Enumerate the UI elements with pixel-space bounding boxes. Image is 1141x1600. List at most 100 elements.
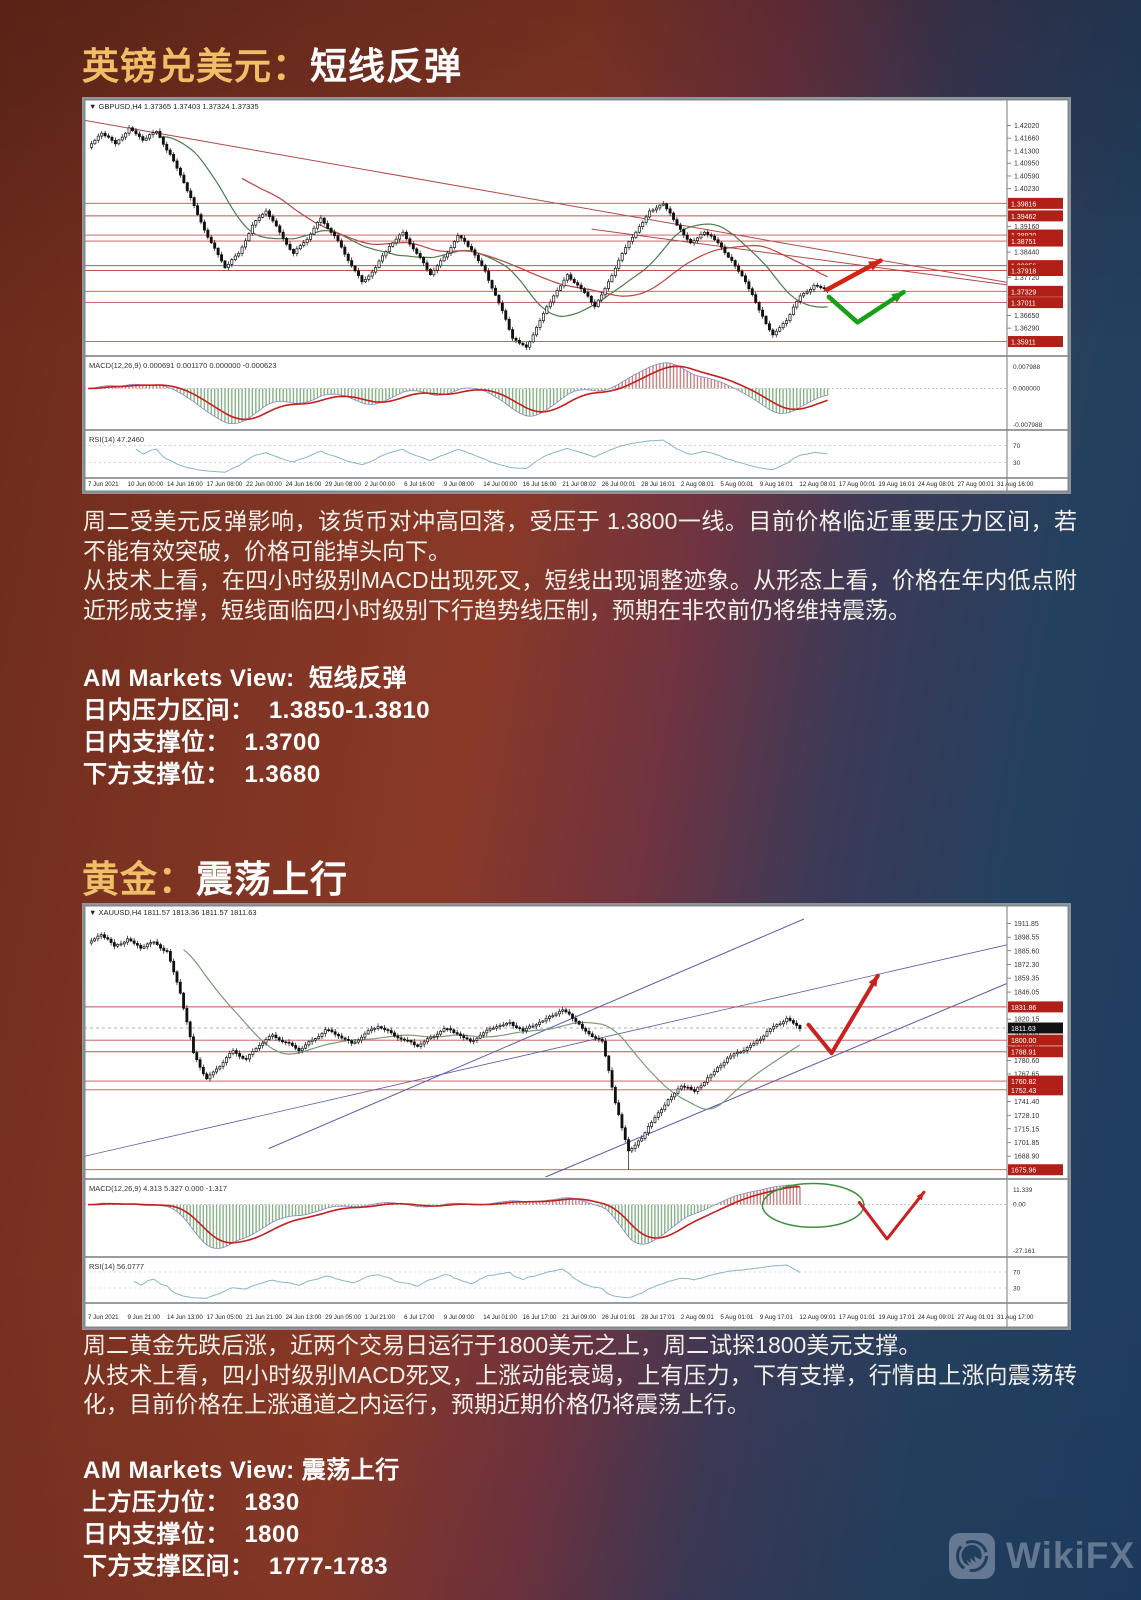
svg-text:0.00: 0.00 <box>1013 1202 1026 1209</box>
gold-lower-support-zone: 下方支撑区间： 1777-1783 <box>83 1553 389 1580</box>
svg-text:16 Jul 17:00: 16 Jul 17:00 <box>523 1314 557 1321</box>
svg-text:31 Aug 17:00: 31 Aug 17:00 <box>997 1314 1034 1321</box>
svg-text:19 Aug 16:01: 19 Aug 16:01 <box>878 481 915 488</box>
gold-view-title: AM Markets View: 震荡上行 <box>83 1457 400 1484</box>
svg-text:MACD(12,26,9) 0.000691 0.00117: MACD(12,26,9) 0.000691 0.001170 0.000000… <box>89 361 277 370</box>
gbpusd-lower-support: 下方支撑位： 1.3680 <box>83 761 321 788</box>
svg-text:6 Jul 17:00: 6 Jul 17:00 <box>404 1314 435 1321</box>
gold-resistance: 上方压力位： 1830 <box>83 1489 300 1516</box>
svg-text:70: 70 <box>1013 1270 1021 1277</box>
svg-text:1800.00: 1800.00 <box>1011 1038 1036 1045</box>
svg-text:12 Aug 09:01: 12 Aug 09:01 <box>799 1314 836 1321</box>
gold-title-symbol: 黄金： <box>82 859 196 900</box>
svg-text:17 Aug 01:01: 17 Aug 01:01 <box>839 1314 876 1321</box>
svg-text:1859.35: 1859.35 <box>1014 976 1039 983</box>
svg-text:9 Jul 08:00: 9 Jul 08:00 <box>444 481 475 488</box>
svg-text:1806.85: 1806.85 <box>1014 1031 1039 1038</box>
svg-text:1.38440: 1.38440 <box>1014 250 1039 257</box>
gbpusd-analysis: 周二受美元反弹影响，该货币对冲高回落，受压于 1.3800一线。目前价格临近重要… <box>83 507 1077 625</box>
svg-text:1872.30: 1872.30 <box>1014 962 1039 969</box>
svg-text:21 Jul 08:02: 21 Jul 08:02 <box>562 481 596 488</box>
svg-text:▼ XAUUSD,H4 1811.57 1813.36 1: ▼ XAUUSD,H4 1811.57 1813.36 1811.57 1811… <box>89 908 257 917</box>
svg-text:5 Aug 00:01: 5 Aug 00:01 <box>720 481 754 488</box>
svg-text:1898.55: 1898.55 <box>1014 935 1039 942</box>
svg-text:14 Jul 00:00: 14 Jul 00:00 <box>483 481 517 488</box>
svg-text:1780.60: 1780.60 <box>1014 1058 1039 1065</box>
svg-text:29 Jun 05:00: 29 Jun 05:00 <box>325 1314 361 1321</box>
svg-text:1752.43: 1752.43 <box>1011 1088 1036 1095</box>
svg-text:26 Jul 00:01: 26 Jul 00:01 <box>602 481 636 488</box>
gbpusd-chart-canvas: 1.42020 1.41660 1.41300 1.40950 1.40590 1.402… <box>83 99 1069 492</box>
svg-text:30: 30 <box>1013 460 1021 467</box>
svg-text:1788.91: 1788.91 <box>1011 1050 1036 1057</box>
svg-text:1.39160: 1.39160 <box>1014 224 1039 231</box>
svg-text:1.39462: 1.39462 <box>1011 214 1036 221</box>
svg-text:1741.40: 1741.40 <box>1014 1099 1039 1106</box>
svg-text:12 Aug 08:01: 12 Aug 08:01 <box>799 481 836 488</box>
svg-text:1.39816: 1.39816 <box>1011 201 1036 208</box>
gbpusd-view-block: AM Markets View: 短线反弹 日内压力区间： 1.3850-1.3… <box>83 663 430 791</box>
svg-text:11.339: 11.339 <box>1013 1187 1033 1194</box>
svg-text:5 Aug 01:01: 5 Aug 01:01 <box>720 1314 754 1321</box>
svg-text:1831.86: 1831.86 <box>1011 1005 1036 1012</box>
gbpusd-title-view: 短线反弹 <box>310 46 462 87</box>
svg-text:1885.60: 1885.60 <box>1014 948 1039 955</box>
svg-text:6 Jul 16:00: 6 Jul 16:00 <box>404 481 435 488</box>
svg-text:22 Jun 00:00: 22 Jun 00:00 <box>246 481 282 488</box>
svg-text:1811.63: 1811.63 <box>1011 1026 1036 1033</box>
svg-text:14 Jun 16:00: 14 Jun 16:00 <box>167 481 203 488</box>
svg-text:14 Jun 13:00: 14 Jun 13:00 <box>167 1314 203 1321</box>
gbpusd-intraday-support: 日内支撑位： 1.3700 <box>83 729 321 756</box>
svg-text:27 Aug 00:01: 27 Aug 00:01 <box>957 481 994 488</box>
svg-text:1.40950: 1.40950 <box>1014 161 1039 168</box>
gbpusd-resistance-zone: 日内压力区间： 1.3850-1.3810 <box>83 697 431 724</box>
svg-text:1728.10: 1728.10 <box>1014 1113 1039 1120</box>
gold-intraday-support: 日内支撑位： 1800 <box>83 1521 300 1548</box>
svg-text:16 Jul 16:00: 16 Jul 16:00 <box>523 481 557 488</box>
svg-text:1760.82: 1760.82 <box>1011 1079 1036 1086</box>
gold-title-view: 震荡上行 <box>196 859 348 900</box>
svg-text:17 Jun 08:00: 17 Jun 08:00 <box>207 481 243 488</box>
gold-paragraph-2: 从技术上看，四小时级别MACD死叉，上涨动能衰竭，上有压力，下有支撑，行情由上涨… <box>83 1361 1077 1418</box>
svg-text:▼ GBPUSD,H4 1.37365 1.37403 1: ▼ GBPUSD,H4 1.37365 1.37403 1.37324 1.37… <box>89 102 259 111</box>
svg-text:1.37720: 1.37720 <box>1014 275 1039 282</box>
svg-text:24 Aug 09:01: 24 Aug 09:01 <box>918 1314 955 1321</box>
svg-text:9 Jun 21:00: 9 Jun 21:00 <box>128 1314 161 1321</box>
gbpusd-title-symbol: 英镑兑美元： <box>82 46 310 87</box>
svg-text:19 Aug 17:01: 19 Aug 17:01 <box>878 1314 915 1321</box>
svg-text:-0.007988: -0.007988 <box>1013 422 1043 429</box>
svg-text:29 Jun 08:00: 29 Jun 08:00 <box>325 481 361 488</box>
svg-text:2 Aug 08:01: 2 Aug 08:01 <box>681 481 715 488</box>
gold-chart-canvas: 1911.85 1898.55 1885.60 1872.30 1859.35 1846.… <box>83 905 1069 1328</box>
svg-text:7 Jun 2021: 7 Jun 2021 <box>88 1314 119 1321</box>
svg-text:1.40590: 1.40590 <box>1014 173 1039 180</box>
svg-text:1.36290: 1.36290 <box>1014 326 1039 333</box>
wikifx-brand-text: WikiFX <box>1006 1535 1136 1576</box>
gold-chart: 1911.85 1898.55 1885.60 1872.30 1859.35 1846.… <box>82 903 1071 1330</box>
svg-text:1767.65: 1767.65 <box>1014 1071 1039 1078</box>
svg-text:1715.15: 1715.15 <box>1014 1126 1039 1133</box>
svg-text:2 Jul 00:00: 2 Jul 00:00 <box>365 481 396 488</box>
svg-text:10 Jun 00:00: 10 Jun 00:00 <box>128 481 164 488</box>
gbpusd-paragraph-2: 从技术上看，在四小时级别MACD出现死叉，短线出现调整迹象。从形态上看，价格在年… <box>83 567 1077 623</box>
svg-text:27 Aug 01:01: 27 Aug 01:01 <box>957 1314 994 1321</box>
svg-text:17 Aug 00:01: 17 Aug 00:01 <box>839 481 876 488</box>
svg-text:24 Jun 13:00: 24 Jun 13:00 <box>286 1314 322 1321</box>
gbpusd-chart: 1.42020 1.41660 1.41300 1.40950 1.40590 1.402… <box>82 97 1071 494</box>
svg-text:1.35911: 1.35911 <box>1011 340 1036 347</box>
svg-text:21 Jun 21:00: 21 Jun 21:00 <box>246 1314 282 1321</box>
svg-text:1688.90: 1688.90 <box>1014 1154 1039 1161</box>
svg-text:RSI(14) 56.0777: RSI(14) 56.0777 <box>89 1262 144 1271</box>
svg-text:1675.96: 1675.96 <box>1011 1168 1036 1175</box>
svg-text:14 Jul 01:00: 14 Jul 01:00 <box>483 1314 517 1321</box>
svg-text:0.007988: 0.007988 <box>1013 364 1040 371</box>
wikifx-eagle-icon <box>949 1533 995 1579</box>
svg-text:9 Aug 16:01: 9 Aug 16:01 <box>760 481 794 488</box>
svg-text:2 Aug 09:01: 2 Aug 09:01 <box>681 1314 715 1321</box>
gold-view-block: AM Markets View: 震荡上行 上方压力位： 1830 日内支撑位：… <box>83 1455 400 1583</box>
svg-text:MACD(12,26,9) 4.313 5.327 0.00: MACD(12,26,9) 4.313 5.327 0.000 -1.317 <box>89 1184 227 1193</box>
svg-text:24 Jun 16:00: 24 Jun 16:00 <box>286 481 322 488</box>
svg-text:1.37918: 1.37918 <box>1011 269 1036 276</box>
svg-text:1.36650: 1.36650 <box>1014 313 1039 320</box>
svg-text:26 Jul 01:01: 26 Jul 01:01 <box>602 1314 636 1321</box>
